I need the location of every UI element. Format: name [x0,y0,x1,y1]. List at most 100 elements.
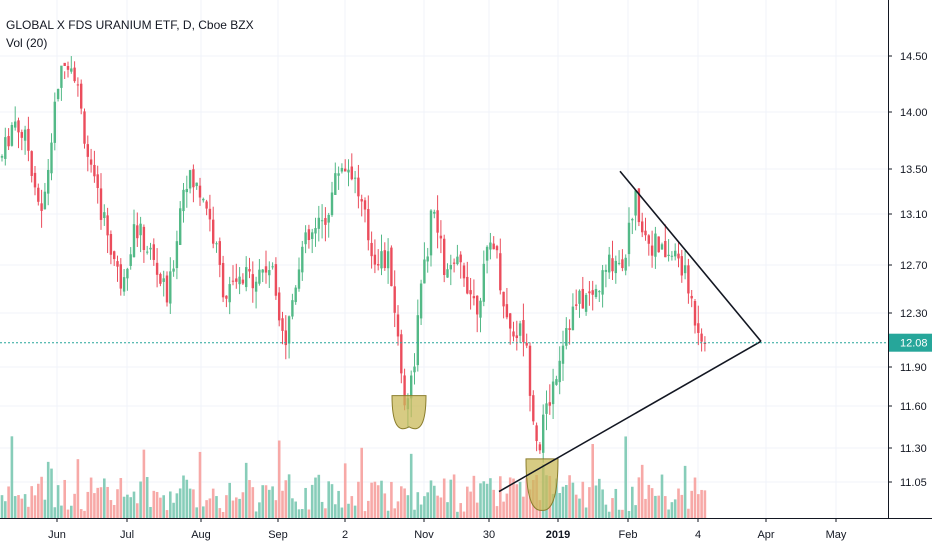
volume-bar [126,494,129,518]
volume-bar [479,483,482,518]
candle-body [667,254,670,256]
candle-body [466,276,469,294]
volume-bar [264,485,268,518]
candle-body [429,210,433,256]
candle-body [370,242,373,257]
candle-body [542,414,545,453]
volume-bar [664,496,667,518]
volume-bar [7,486,10,518]
volume-bar [406,495,410,518]
candle-body [505,304,509,318]
candle-body [601,270,604,295]
volume-bar [340,507,344,518]
candle-body [611,258,614,272]
candle-body [347,169,350,173]
volume-bar [680,494,684,518]
volume-bar [254,511,258,518]
volume-bar [56,485,60,518]
candle-body [129,254,132,266]
candle-body [545,403,548,414]
candle-body [17,120,20,133]
volume-bar [23,494,27,518]
volume-bar [60,505,63,518]
candle-body [416,315,419,366]
candle-body [188,170,192,189]
candle-body [198,185,202,198]
volume-bar [581,481,585,518]
candle-body [122,277,126,292]
volume-bar [13,496,17,518]
candle-body [386,251,390,269]
candle-body [179,208,182,245]
time-tick-label: 30 [483,529,495,541]
volume-bar [386,510,390,518]
volume-bar [383,493,387,518]
volume-bar [79,509,83,518]
volume-bar [86,491,90,518]
volume-bar [76,459,80,518]
candle-body [142,226,146,251]
volume-bar [459,503,462,518]
candle-body [419,283,423,319]
volume-bar [317,474,321,518]
candle-body [492,243,495,250]
volume-bar [393,508,396,518]
candle-body [489,242,492,250]
candle-body [43,191,47,210]
candle-body [212,219,215,244]
candle-body [509,313,512,329]
candle-body [10,125,14,146]
candle-body [674,250,677,257]
trendline[interactable] [619,170,762,342]
candle-body [33,172,37,188]
volume-bar [178,488,182,518]
volume-bar [416,492,420,518]
candle-body [241,279,245,284]
volume-bar [241,492,245,518]
candle-body [502,291,505,307]
volume-bar [660,474,664,518]
volume-bar [297,509,301,518]
volume-bar [70,505,73,518]
volume-bar [304,487,307,518]
candle-body [555,379,558,385]
candle-body [660,244,664,250]
volume-bar [10,436,14,518]
volume-bar [611,498,614,518]
candle-body [132,224,136,258]
candle-body [99,188,103,220]
volume-bar [357,481,360,518]
candle-body [680,256,683,276]
volume-bar [93,493,96,518]
trendline[interactable] [498,340,762,493]
candle-body [353,177,357,179]
candle-body [80,83,83,109]
volume-bar [248,480,251,518]
volume-bar [238,498,241,518]
volume-bar [324,508,327,518]
candle-body [76,84,80,86]
candle-body [396,314,400,337]
volume-bar [614,488,618,518]
candle-body [693,300,697,326]
candle-body [320,220,324,222]
volume-bar [215,496,218,518]
volume-bar [640,464,644,518]
price-tick-label: 11.90 [900,362,927,374]
candle-body [317,217,320,229]
volume-bar [683,465,687,518]
candle-body [571,306,575,331]
candle-body [162,278,165,282]
volume-bar [330,484,334,518]
volume-bar [376,485,380,518]
volume-bar [350,496,354,518]
candle-body [311,232,314,239]
candle-body [410,375,413,399]
candle-body [165,275,169,303]
cup-highlight-shape[interactable] [391,395,427,430]
candle-body [683,265,687,274]
volume-bar [337,490,340,518]
price-tick-label: 12.70 [900,260,928,272]
volume-bar [334,504,337,518]
